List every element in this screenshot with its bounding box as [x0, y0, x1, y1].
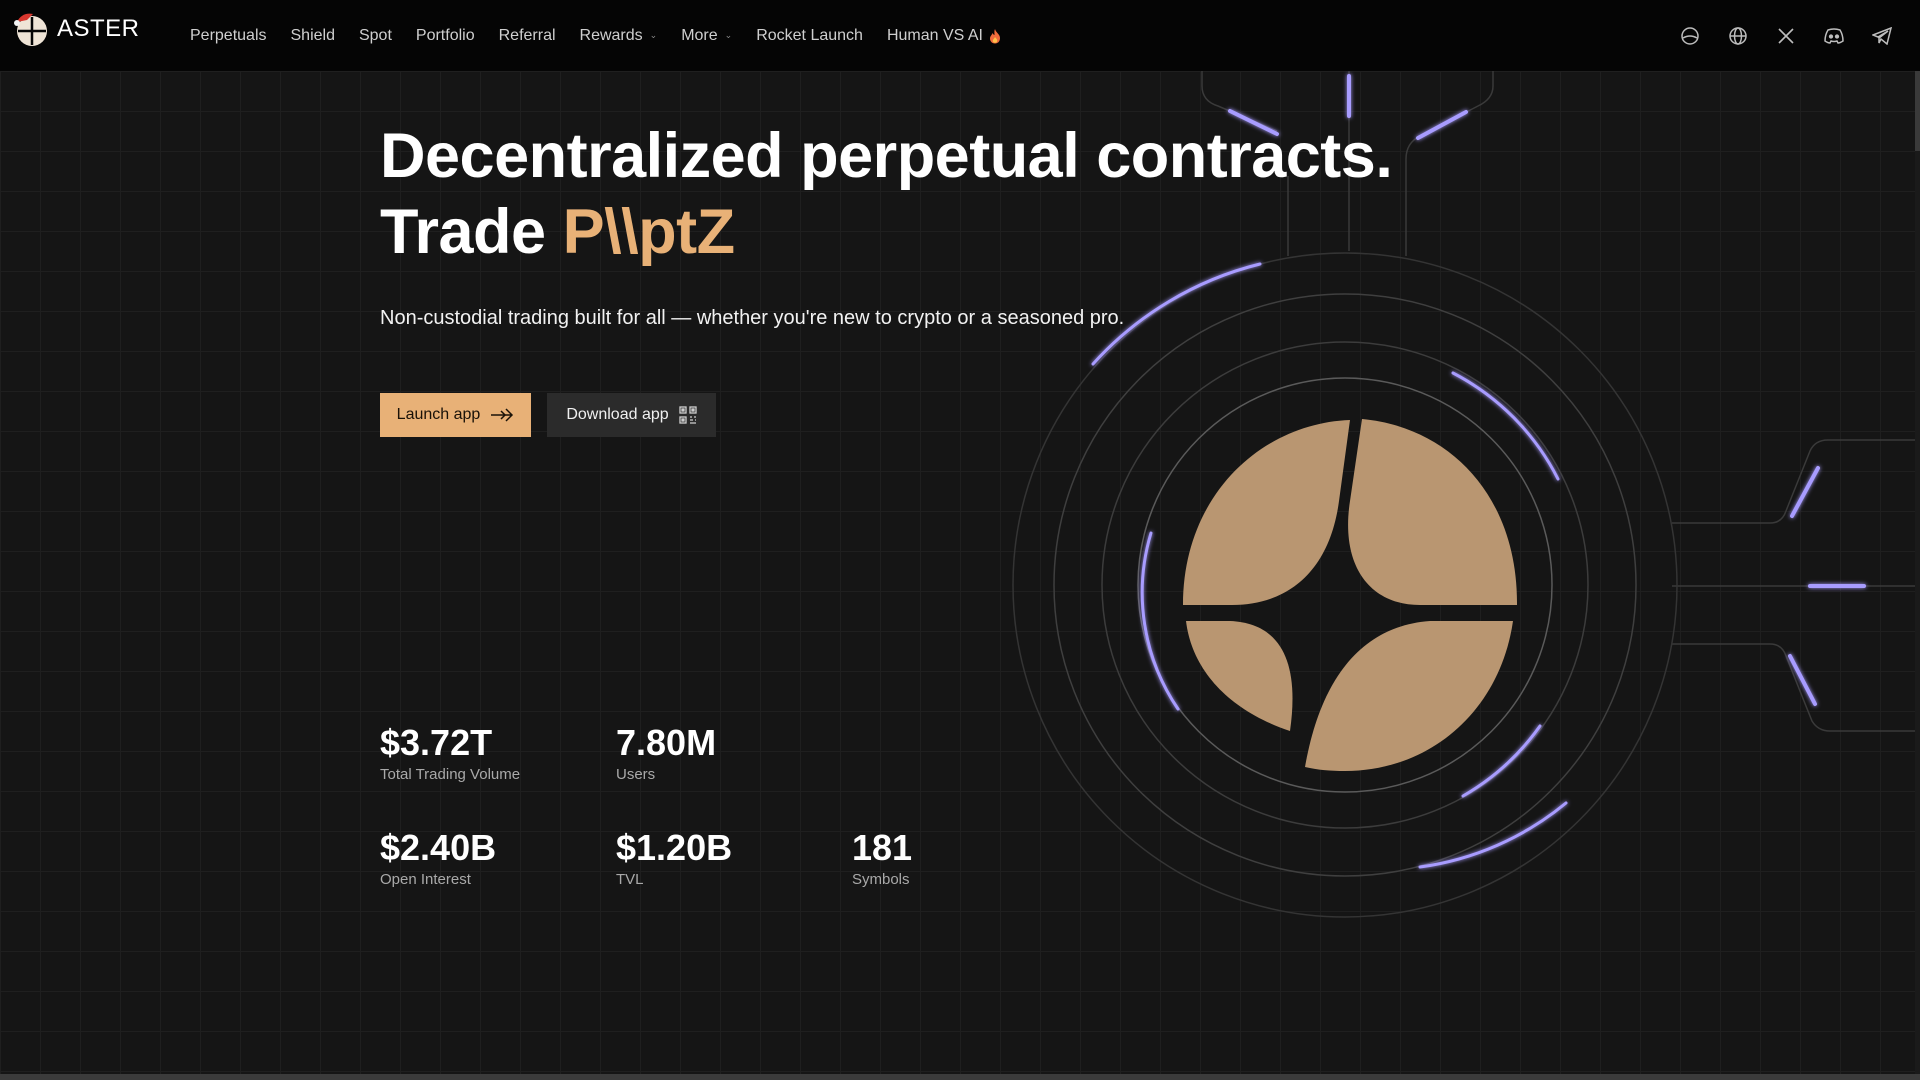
stat-users: 7.80M Users	[616, 722, 717, 784]
telegram-icon[interactable]	[1870, 24, 1894, 48]
nav-label: More	[681, 26, 718, 44]
nav-portfolio[interactable]: Portfolio	[416, 27, 475, 45]
nav-label: Perpetuals	[190, 26, 267, 44]
top-navbar: ASTER Perpetuals Shield Spot Portfolio R…	[0, 0, 1920, 71]
nav-label: Human VS AI	[886, 26, 983, 44]
nav-label: Rewards	[579, 26, 643, 44]
fire-icon	[989, 28, 1000, 43]
nav-shield[interactable]: Shield	[291, 27, 335, 45]
discord-icon[interactable]	[1822, 24, 1846, 48]
stat-value: $1.20B	[616, 827, 733, 868]
download-app-label: Download app	[566, 406, 669, 423]
nav-label: Referral	[498, 26, 556, 44]
stat-value: 7.80M	[616, 722, 717, 763]
nav-label: Rocket Launch	[756, 26, 863, 44]
nav-referral[interactable]: Referral	[499, 27, 556, 45]
launch-app-label: Launch app	[396, 406, 481, 423]
stat-label: Open Interest	[380, 871, 471, 888]
scrollbar-thumb[interactable]	[1915, 71, 1920, 151]
nav-perpetuals[interactable]: Perpetuals	[190, 27, 267, 45]
stat-value: $2.40B	[380, 827, 497, 868]
hero-title-line1: Decentralized perpetual contracts.	[380, 121, 1393, 191]
launch-app-button[interactable]: Launch app	[380, 393, 531, 437]
bottom-edge	[0, 1074, 1920, 1080]
nav-rocket-launch[interactable]: Rocket Launch	[756, 27, 863, 45]
hero-subtitle: Non-custodial trading built for all — wh…	[380, 307, 1125, 329]
nav-rewards[interactable]: Rewards ⌄	[580, 27, 658, 45]
stat-symbols: 181 Symbols	[852, 827, 913, 889]
nav-more[interactable]: More ⌄	[681, 27, 732, 45]
brand-name: ASTER	[57, 15, 140, 42]
nav-label: Shield	[290, 26, 335, 44]
stat-value: $3.72T	[380, 722, 493, 763]
qr-code-icon	[678, 406, 697, 424]
page-scrollbar[interactable]	[1915, 71, 1920, 1074]
download-app-button[interactable]: Download app	[547, 393, 716, 437]
nav-spot[interactable]: Spot	[359, 27, 392, 45]
stat-label: Users	[616, 766, 656, 783]
stat-label: TVL	[616, 871, 644, 888]
nav-label: Spot	[358, 26, 392, 44]
hero-title: Decentralized perpetual contracts. Trade…	[380, 118, 1393, 270]
main-nav: Perpetuals Shield Spot Portfolio Referra…	[190, 0, 1025, 71]
globe-icon[interactable]	[1726, 24, 1750, 48]
brand-logo[interactable]: ASTER	[13, 10, 140, 48]
nav-label: Portfolio	[415, 26, 475, 44]
stat-label: Total Trading Volume	[380, 766, 521, 783]
aster-logo-icon	[14, 13, 47, 46]
stat-open-interest: $2.40B Open Interest	[380, 827, 497, 889]
arrow-right-icon	[490, 408, 514, 422]
nav-human-vs-ai[interactable]: Human VS AI	[887, 27, 1001, 45]
stat-label: Symbols	[852, 871, 910, 888]
social-icons	[1654, 0, 1894, 71]
x-icon[interactable]	[1774, 24, 1798, 48]
stat-tvl: $1.20B TVL	[616, 827, 733, 889]
stat-total-volume: $3.72T Total Trading Volume	[380, 722, 521, 784]
theme-icon[interactable]	[1678, 24, 1702, 48]
hero-title-accent: P\\ptZ	[562, 197, 735, 267]
chevron-down-icon: ⌄	[649, 30, 658, 40]
hero-title-line2: Trade P\\ptZ	[380, 194, 1392, 270]
stat-value: 181	[852, 827, 913, 868]
hero-title-prefix: Trade	[380, 197, 546, 267]
chevron-down-icon: ⌄	[724, 30, 733, 40]
